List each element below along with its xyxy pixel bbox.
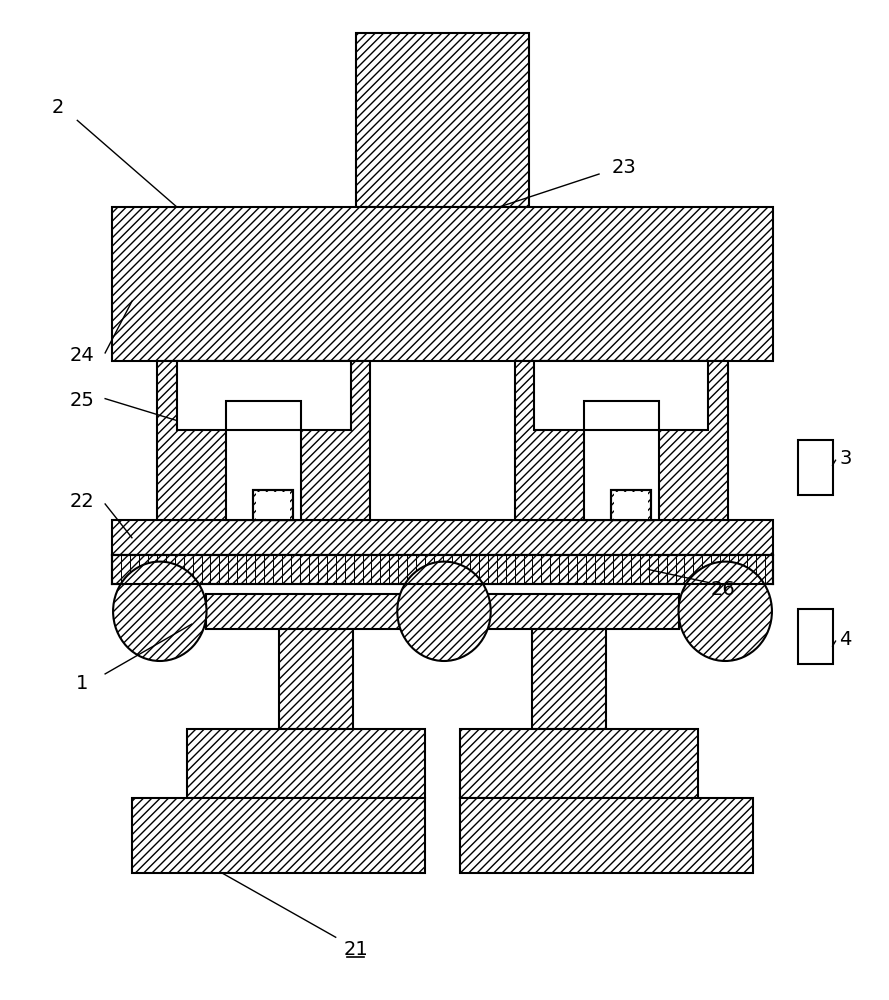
- Ellipse shape: [113, 562, 206, 661]
- Bar: [460, 729, 699, 798]
- Bar: [534, 361, 709, 430]
- Bar: [156, 361, 371, 520]
- Bar: [177, 361, 350, 430]
- Bar: [533, 629, 606, 729]
- Text: 26: 26: [711, 580, 735, 599]
- Bar: [112, 555, 773, 584]
- Bar: [797, 440, 833, 495]
- Bar: [584, 401, 659, 520]
- Text: 1: 1: [76, 674, 89, 693]
- Bar: [614, 492, 648, 519]
- Text: 3: 3: [839, 449, 852, 468]
- Text: 4: 4: [839, 630, 852, 649]
- Bar: [206, 594, 425, 629]
- Bar: [177, 361, 350, 430]
- Text: 25: 25: [70, 391, 95, 410]
- Text: 21: 21: [343, 940, 368, 959]
- Bar: [356, 33, 530, 207]
- Text: 24: 24: [70, 346, 94, 365]
- Bar: [112, 520, 773, 555]
- Ellipse shape: [678, 562, 772, 661]
- Bar: [253, 490, 293, 520]
- Bar: [279, 629, 353, 729]
- Bar: [611, 490, 651, 520]
- Bar: [584, 401, 659, 520]
- Bar: [797, 609, 833, 664]
- Text: 2: 2: [52, 98, 64, 117]
- Text: 23: 23: [612, 158, 637, 177]
- Bar: [460, 798, 753, 873]
- Bar: [611, 490, 651, 520]
- Bar: [256, 492, 290, 519]
- Bar: [253, 490, 293, 520]
- Text: 22: 22: [70, 492, 94, 511]
- Bar: [534, 361, 709, 430]
- Bar: [187, 729, 425, 798]
- Bar: [515, 361, 728, 520]
- Bar: [227, 401, 300, 520]
- Bar: [132, 798, 425, 873]
- Bar: [112, 207, 773, 361]
- Bar: [460, 594, 678, 629]
- Bar: [227, 401, 300, 520]
- Ellipse shape: [397, 562, 491, 661]
